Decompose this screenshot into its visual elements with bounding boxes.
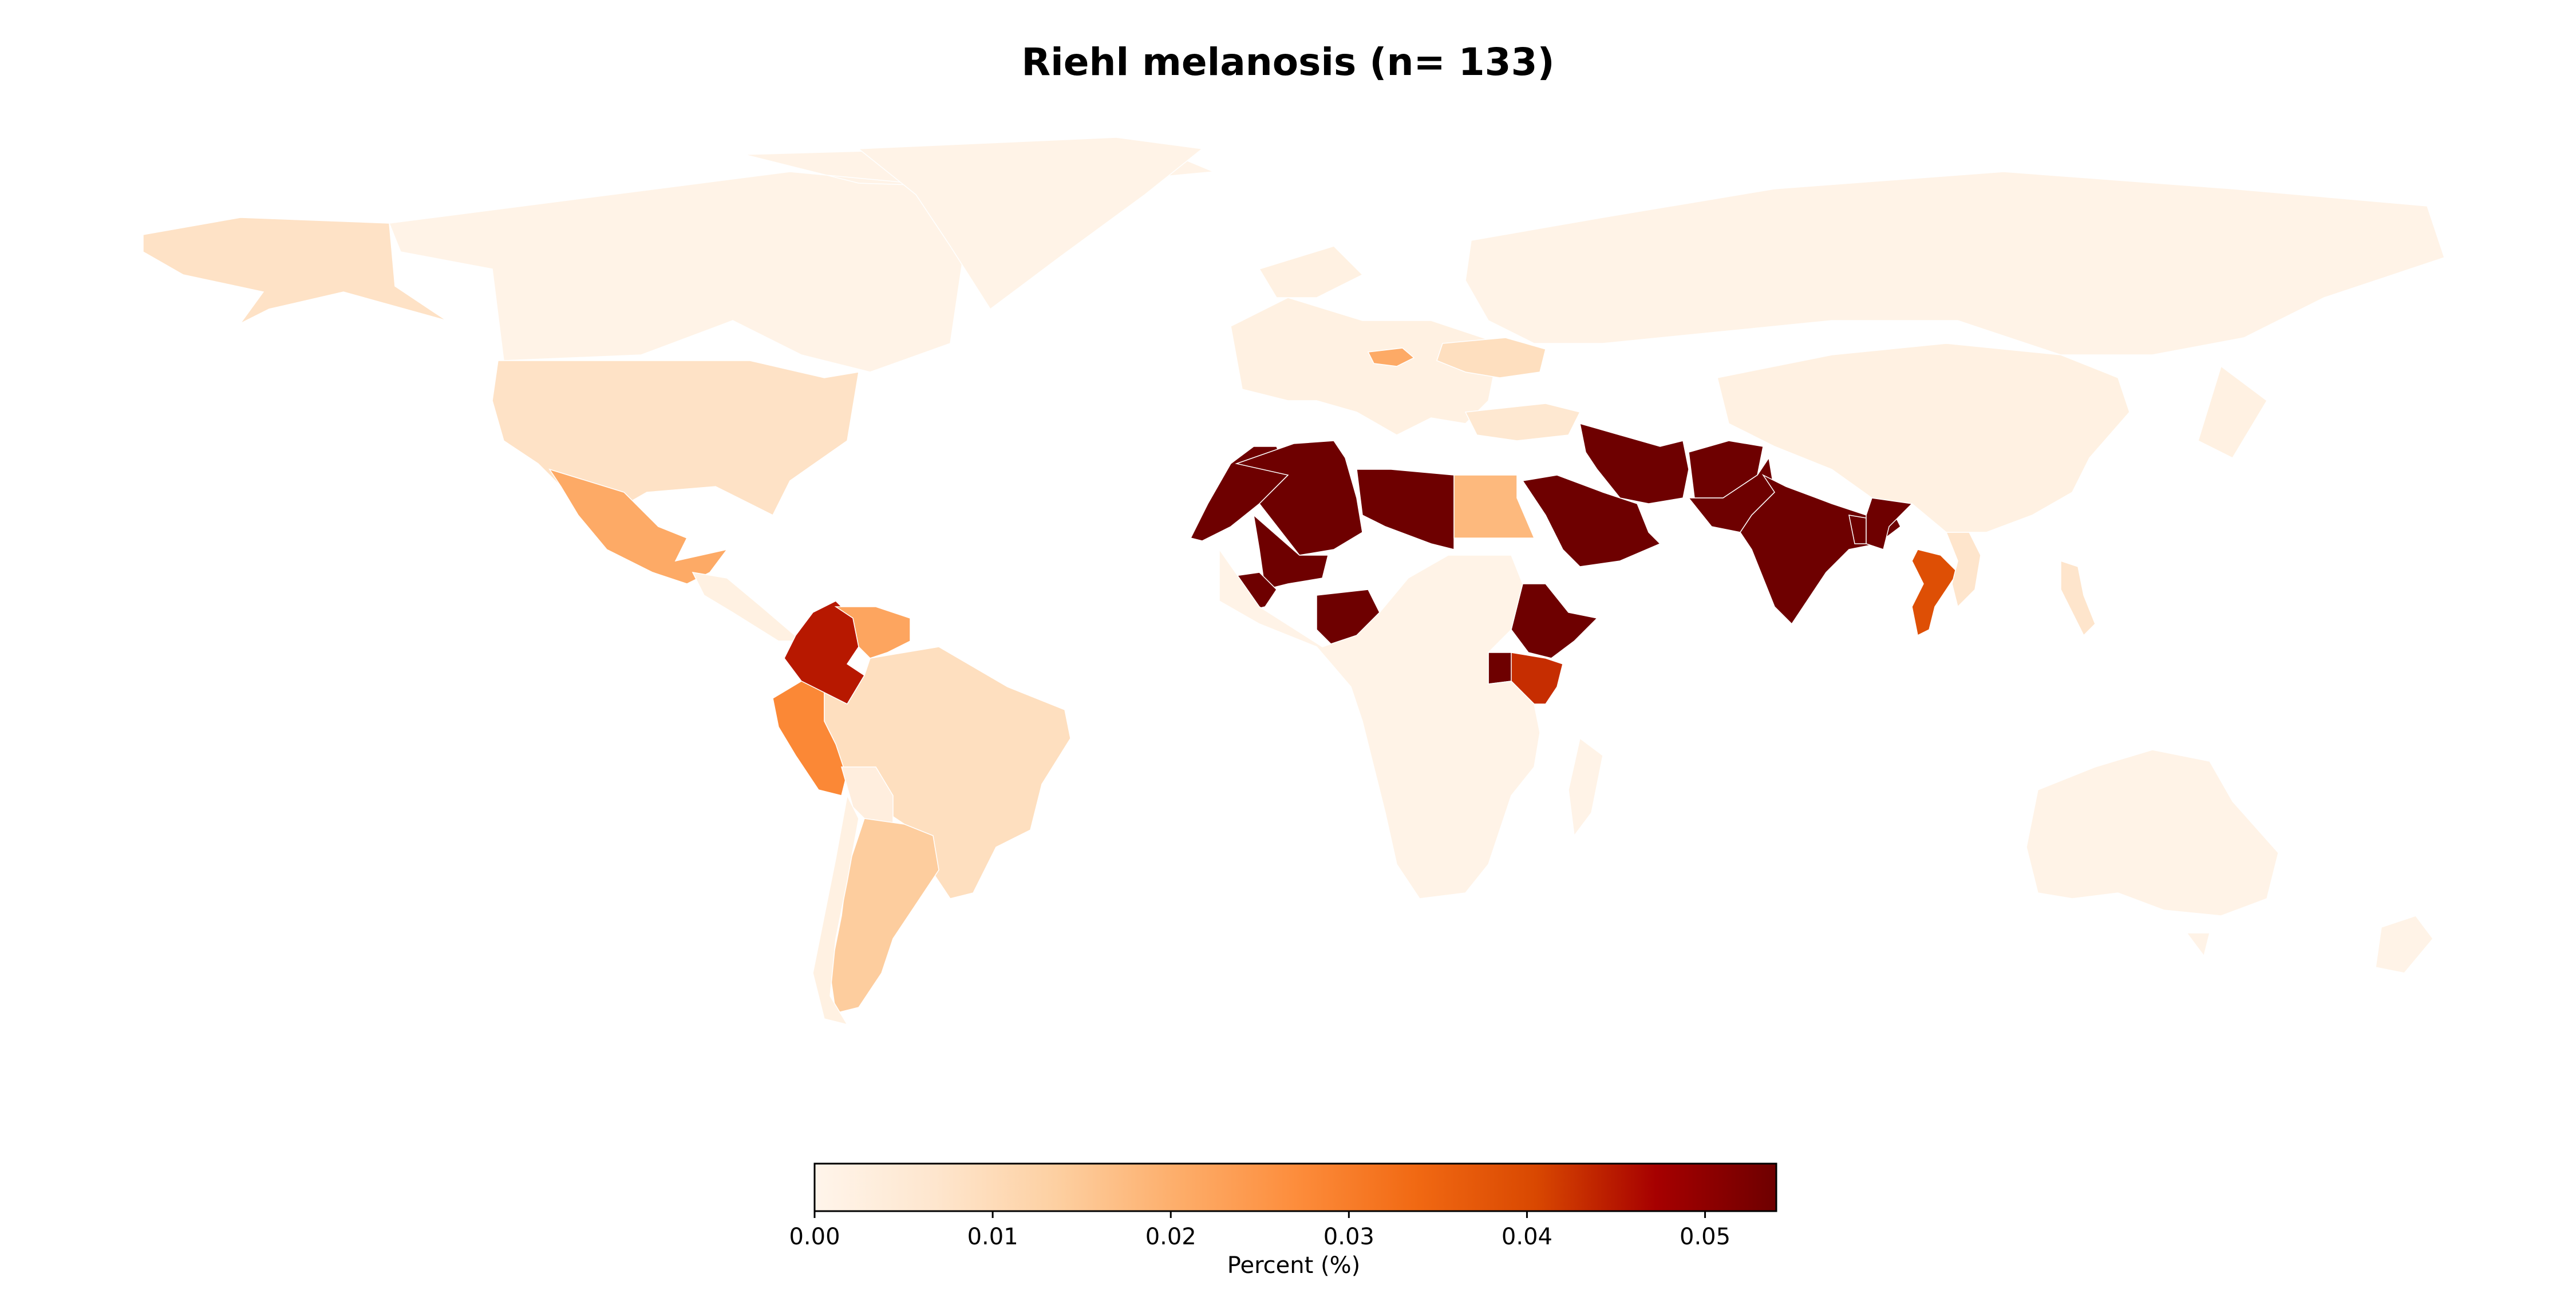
region-europe bbox=[1230, 246, 1500, 436]
colorbar-tick-label-4: 0.04 bbox=[1502, 1224, 1552, 1250]
colorbar-tick-label-5: 0.05 bbox=[1680, 1224, 1730, 1250]
region-iran bbox=[1579, 422, 1689, 504]
colorbar-tick-label-0: 0.00 bbox=[789, 1224, 840, 1250]
region-chile bbox=[812, 794, 859, 1026]
region-central-america bbox=[692, 572, 803, 642]
region-russia bbox=[1465, 171, 2445, 355]
region-india bbox=[1740, 474, 1901, 625]
colorbar-tick-label-3: 0.03 bbox=[1323, 1224, 1374, 1250]
region-venezuela bbox=[834, 606, 911, 659]
region-mexico bbox=[548, 468, 728, 584]
region-turkey bbox=[1464, 403, 1581, 441]
colorbar-tick-label-1: 0.01 bbox=[967, 1224, 1018, 1250]
region-hungary bbox=[1367, 347, 1415, 367]
colorbar-tick-label-2: 0.02 bbox=[1145, 1224, 1196, 1250]
region-australia bbox=[2026, 749, 2433, 974]
region-brazil bbox=[824, 646, 1071, 899]
map-regions bbox=[143, 137, 2445, 1026]
region-thailand bbox=[1911, 549, 1958, 636]
region-algeria bbox=[1235, 440, 1363, 556]
colorbar: 0.00 0.01 0.02 0.03 0.04 0.05 bbox=[789, 1162, 1777, 1250]
region-africa-other bbox=[1219, 548, 1603, 899]
colorbar-label: Percent (%) bbox=[1227, 1252, 1361, 1279]
region-argentina bbox=[829, 818, 939, 1014]
colorbar-gradient bbox=[813, 1162, 1777, 1212]
region-ukraine bbox=[1436, 337, 1546, 378]
region-ethiopia bbox=[1511, 583, 1598, 659]
region-egypt bbox=[1453, 474, 1535, 539]
region-libya bbox=[1356, 469, 1455, 550]
region-united-states bbox=[492, 360, 859, 516]
region-vietnam bbox=[1945, 532, 1981, 608]
region-alaska-usa bbox=[143, 217, 447, 324]
region-mali bbox=[1253, 514, 1329, 590]
region-greenland bbox=[857, 137, 1203, 310]
map-title: Riehl melanosis (n= 133) bbox=[1021, 40, 1555, 84]
region-philippines bbox=[2060, 560, 2096, 636]
region-china bbox=[1717, 343, 2267, 533]
region-saudi-arabia bbox=[1522, 474, 1661, 567]
